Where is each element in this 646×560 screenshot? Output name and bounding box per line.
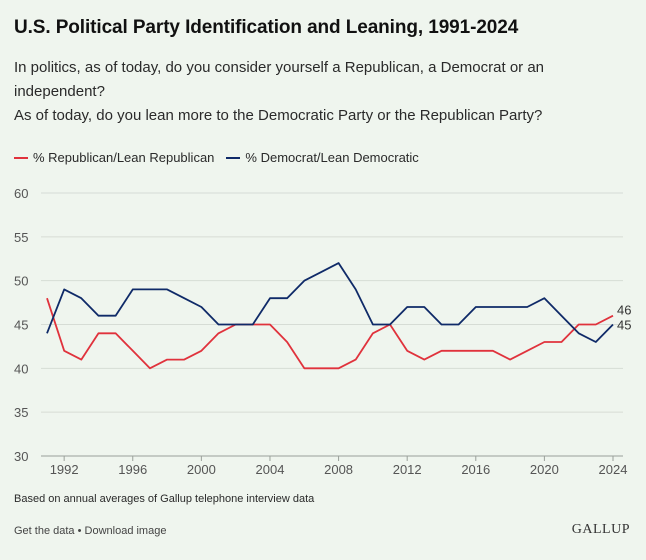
x-tick-label-2012: 2012 [393,462,422,477]
gallup-logo: GALLUP [571,522,630,537]
legend-label-democrat: % Democrat/Lean Democratic [245,150,419,165]
chart-legend: % Republican/Lean Republican % Democrat/… [14,150,431,165]
x-tick-label-2000: 2000 [187,462,216,477]
get-data-link[interactable]: Get the data [14,525,75,537]
chart-title: U.S. Political Party Identification and … [14,17,519,38]
x-tick-label-1996: 1996 [118,462,147,477]
y-tick-label-35: 35 [14,405,28,420]
download-image-link[interactable]: Download image [84,525,167,537]
series-line-democrat [46,262,614,343]
y-tick-label-30: 30 [14,449,28,464]
legend-swatch-republican [14,156,28,159]
x-tick-label-2008: 2008 [324,462,353,477]
y-tick-label-55: 55 [14,230,28,245]
x-tick-label-2020: 2020 [530,462,559,477]
grid-lines [41,192,623,457]
series-lines [46,262,614,370]
axes: 30 35 40 45 50 55 60 1992 1996 2000 2004 2008 2012 20… [14,186,627,477]
legend-label-republican: % Republican/Lean Republican [33,150,215,165]
end-label-republican: 46 [617,303,631,318]
x-tick-label-1992: 1992 [50,462,79,477]
y-tick-label-45: 45 [14,318,28,333]
x-tick-label-2016: 2016 [461,462,490,477]
subtitle-question-2: As of today, do you lean more to the Dem… [14,107,543,124]
footnote: Based on annual averages of Gallup telep… [14,493,315,505]
subtitle-question-1: In politics, as of today, do you conside… [14,59,545,100]
legend-item-democrat[interactable]: % Democrat/Lean Democratic [226,150,419,165]
legend-item-republican[interactable]: % Republican/Lean Republican [14,150,214,165]
footer-links: Get the data • Download image [14,525,166,537]
legend-swatch-democrat [226,156,241,159]
y-tick-label-50: 50 [14,274,28,289]
x-tick-label-2024: 2024 [599,462,628,477]
end-label-democrat: 45 [617,318,631,333]
series-line-republican [46,297,614,370]
link-separator: • [74,525,85,537]
y-tick-label-60: 60 [14,186,28,201]
y-tick-label-40: 40 [14,361,28,376]
chart-subtitle: In politics, as of today, do you conside… [14,56,614,128]
x-tick-label-2004: 2004 [256,462,285,477]
